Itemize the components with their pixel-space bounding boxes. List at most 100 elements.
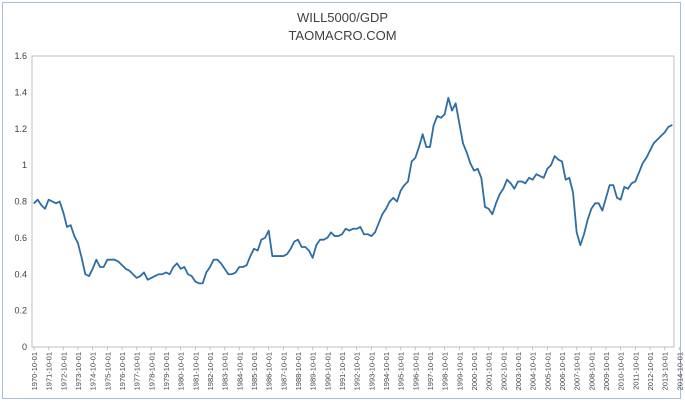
x-tick-label: 2003-10-01 [514,352,523,390]
y-tick-label: 0.4 [14,269,27,279]
data-point [594,202,596,204]
data-point [290,248,292,250]
data-point [572,191,574,194]
data-point [103,266,105,268]
data-point [176,262,178,264]
x-tick-label: 1976-10-01 [118,352,127,390]
data-point [121,264,123,266]
data-point [341,233,343,235]
data-point [143,271,145,274]
data-point [40,204,42,206]
x-tick-label: 1979-10-01 [162,352,171,390]
data-point [436,115,438,117]
x-tick-label: 1974-10-01 [89,352,98,390]
data-point [605,197,607,199]
data-point [451,109,453,112]
data-point [407,180,409,183]
x-tick-label: 2001-10-01 [485,352,494,390]
data-point [378,222,380,224]
data-point [414,157,416,159]
data-point [73,235,75,237]
x-tick-label: 1992-10-01 [353,352,362,390]
y-tick-label: 0.8 [14,197,27,207]
data-point [169,273,171,275]
data-point [260,239,262,241]
data-point [128,270,130,272]
x-tick-label: 1981-10-01 [191,352,200,390]
y-tick-label: 1.4 [14,87,27,97]
data-point [528,177,530,179]
data-point [33,202,35,204]
data-point [392,197,394,199]
data-point [532,179,534,181]
data-point [51,200,53,203]
x-tick-label: 1971-10-01 [45,352,54,390]
data-point [231,273,233,275]
x-tick-label: 2011-10-01 [631,352,640,390]
data-point [667,126,669,128]
data-point [268,230,270,232]
data-point [62,211,64,214]
x-tick-label: 1993-10-01 [367,352,376,390]
data-point [565,179,567,181]
x-tick-label: 2005-10-01 [543,352,552,390]
x-axis: 1970-10-01 1971-10-01 1972-10-01 1973-10-01… [30,347,684,390]
data-point [458,122,460,124]
data-point [114,259,116,261]
data-point [568,177,570,179]
data-point [81,257,83,259]
data-point [136,277,138,279]
data-point [279,255,281,257]
data-point [297,239,299,241]
data-point [495,202,497,204]
data-point [110,259,112,261]
data-point [403,184,405,186]
data-point [224,268,226,270]
data-point [271,255,273,257]
data-point [370,235,372,237]
data-point [374,231,376,234]
data-point [48,199,50,201]
data-point [513,188,515,190]
data-point [385,208,387,210]
data-point [337,235,339,237]
data-point [209,266,211,268]
y-tick-label: 1.2 [14,124,27,134]
data-point [59,200,61,203]
x-tick-label: 1996-10-01 [411,352,420,390]
x-tick-label: 1978-10-01 [147,352,156,390]
data-point [480,177,482,179]
data-point [99,266,101,268]
data-point [249,255,251,257]
data-point [433,124,435,126]
data-point [77,242,79,244]
x-tick-label: 1995-10-01 [397,352,406,390]
data-point [117,260,119,263]
data-point [576,231,578,234]
data-point [44,208,46,210]
data-point [84,273,86,275]
data-point [477,168,479,170]
data-point [491,213,493,215]
data-point [469,162,471,164]
data-point [634,180,636,183]
x-tick-label: 1973-10-01 [74,352,83,390]
x-tick-label: 1998-10-01 [441,352,450,390]
chart-frame [2,2,681,399]
data-point [191,275,193,277]
x-tick-label: 1977-10-01 [133,352,142,390]
data-point [242,266,244,268]
data-point [543,177,545,179]
data-point [238,266,240,268]
data-point [440,117,442,119]
data-point [583,233,585,235]
data-point [642,162,644,164]
x-tick-label: 1997-10-01 [426,352,435,390]
x-tick-label: 2010-10-01 [617,352,626,390]
data-point [444,113,446,115]
x-tick-label: 2013-10-01 [661,352,670,390]
data-point [187,273,189,275]
y-tick-label: 0.6 [14,233,27,243]
data-point [488,208,490,210]
